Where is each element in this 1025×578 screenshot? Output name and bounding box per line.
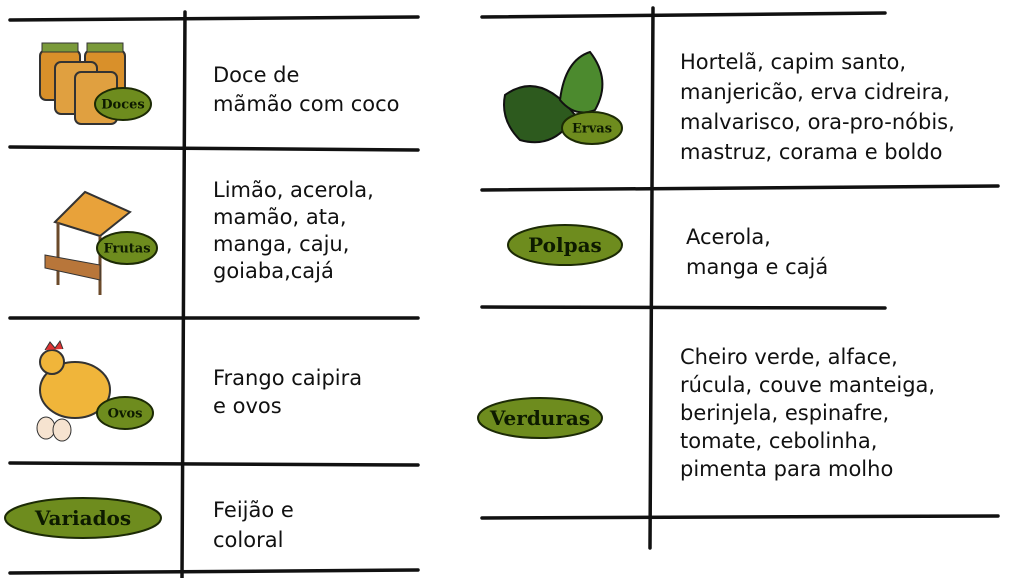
- item-text: mastruz, corama e boldo: [680, 140, 943, 164]
- badge-label: Doces: [101, 98, 144, 113]
- badge-label: Frutas: [103, 242, 150, 257]
- badge: [96, 231, 158, 265]
- badge: [561, 111, 623, 145]
- content: Doces Doce de mãmão com coco Frutas Limão, a…: [4, 50, 955, 552]
- item-text: mãmão com coco: [213, 92, 400, 116]
- item-text: manjericão, erva cidreira,: [680, 80, 950, 104]
- badge: [96, 396, 154, 430]
- item-text: Acerola,: [686, 225, 771, 249]
- item-text: manga e cajá: [686, 255, 828, 279]
- item-text: Frango caipira: [213, 366, 362, 390]
- badge-label: Polpas: [528, 233, 602, 257]
- item-text: coloral: [213, 528, 283, 552]
- item-text: Hortelã, capim santo,: [680, 50, 906, 74]
- leaves-illustration: [503, 50, 604, 144]
- item-text: goiaba,cajá: [213, 259, 334, 283]
- rules: [8, 6, 1000, 578]
- item-text: e ovos: [213, 394, 282, 418]
- chicken-illustration: [36, 339, 111, 442]
- item-text: Cheiro verde, alface,: [680, 345, 898, 369]
- item-text: manga, caju,: [213, 232, 349, 256]
- item-text: berinjela, espinafre,: [680, 401, 889, 425]
- item-text: tomate, cebolinha,: [680, 429, 877, 453]
- badge-label: Variados: [34, 506, 131, 530]
- badge-label: Verduras: [489, 406, 590, 430]
- badge: [94, 87, 152, 121]
- badge-label: Ervas: [572, 122, 612, 137]
- item-text: malvarisco, ora-pro-nóbis,: [680, 110, 955, 134]
- item-text: Limão, acerola,: [213, 178, 374, 202]
- badge-label: Ovos: [108, 407, 143, 422]
- item-text: Feijão e: [213, 498, 294, 522]
- item-text: rúcula, couve manteiga,: [680, 373, 935, 397]
- badge: [507, 224, 623, 266]
- item-text: Doce de: [213, 63, 299, 87]
- item-text: mamão, ata,: [213, 205, 347, 229]
- badge: [477, 397, 603, 439]
- item-text: pimenta para molho: [680, 457, 893, 481]
- badge: [4, 497, 162, 539]
